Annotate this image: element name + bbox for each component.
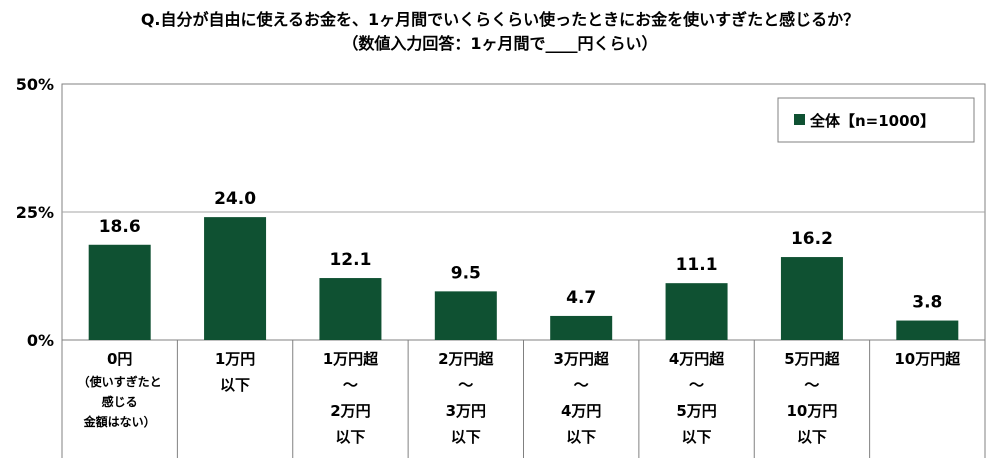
bar bbox=[665, 283, 728, 340]
data-label: 9.5 bbox=[451, 263, 481, 283]
x-tick-label: 1万円超 bbox=[323, 350, 379, 368]
data-label: 4.7 bbox=[566, 288, 596, 308]
chart-title-block: Q.自分が自由に使えるお金を、1ヶ月間でいくらくらい使ったときにお金を使いすぎた… bbox=[0, 8, 1000, 56]
x-tick-label: 10万円超 bbox=[894, 350, 961, 368]
x-tick-label: 3万円 bbox=[446, 402, 486, 420]
x-tick-label: 以下 bbox=[566, 428, 596, 446]
legend-swatch bbox=[794, 114, 805, 125]
chart-title: Q.自分が自由に使えるお金を、1ヶ月間でいくらくらい使ったときにお金を使いすぎた… bbox=[140, 10, 860, 29]
x-tick-label: 0円 bbox=[107, 350, 132, 368]
x-tick-label: 以下 bbox=[335, 428, 365, 446]
data-label: 11.1 bbox=[676, 255, 718, 275]
x-tick-label: 以下 bbox=[220, 376, 250, 394]
x-tick-label: ～ bbox=[804, 376, 819, 394]
x-tick-label: 5万円超 bbox=[784, 350, 840, 368]
x-tick-label: ～ bbox=[458, 376, 473, 394]
x-tick-label: 金額はない） bbox=[83, 414, 156, 429]
legend-label: 全体【n=1000】 bbox=[809, 112, 935, 130]
bar bbox=[896, 320, 959, 340]
data-label: 3.8 bbox=[912, 293, 942, 313]
y-tick-label: 50% bbox=[16, 75, 54, 94]
bar bbox=[88, 244, 151, 340]
x-tick-label: 以下 bbox=[797, 428, 827, 446]
bar bbox=[319, 278, 382, 340]
data-label: 12.1 bbox=[329, 250, 371, 270]
bar bbox=[550, 315, 613, 340]
x-tick-label: 5万円 bbox=[676, 402, 716, 420]
x-tick-label: 1万円 bbox=[215, 350, 255, 368]
data-label: 18.6 bbox=[99, 217, 141, 237]
x-tick-label: ～ bbox=[343, 376, 358, 394]
x-tick-label: 4万円 bbox=[561, 402, 601, 420]
x-tick-label: 2万円 bbox=[330, 402, 370, 420]
legend-box bbox=[777, 97, 975, 143]
chart-subtitle: （数値入力回答：1ヶ月間で____円くらい） bbox=[342, 34, 658, 53]
data-label: 24.0 bbox=[214, 189, 256, 209]
data-label: 16.2 bbox=[791, 229, 833, 249]
x-tick-label: ～ bbox=[689, 376, 704, 394]
y-tick-label: 0% bbox=[27, 331, 54, 350]
x-tick-label: 感じる bbox=[102, 394, 138, 409]
x-tick-label: 3万円超 bbox=[553, 350, 609, 368]
bar bbox=[204, 217, 267, 340]
x-tick-label: 2万円超 bbox=[438, 350, 494, 368]
x-tick-label: （使いすぎたと bbox=[78, 374, 162, 389]
y-tick-label: 25% bbox=[16, 203, 54, 222]
x-tick-label: 以下 bbox=[682, 428, 712, 446]
bar bbox=[434, 291, 497, 340]
x-tick-label: ～ bbox=[574, 376, 589, 394]
bar bbox=[780, 257, 843, 340]
x-tick-label: 以下 bbox=[451, 428, 481, 446]
x-tick-label: 4万円超 bbox=[669, 350, 725, 368]
x-tick-label: 10万円 bbox=[787, 402, 838, 420]
